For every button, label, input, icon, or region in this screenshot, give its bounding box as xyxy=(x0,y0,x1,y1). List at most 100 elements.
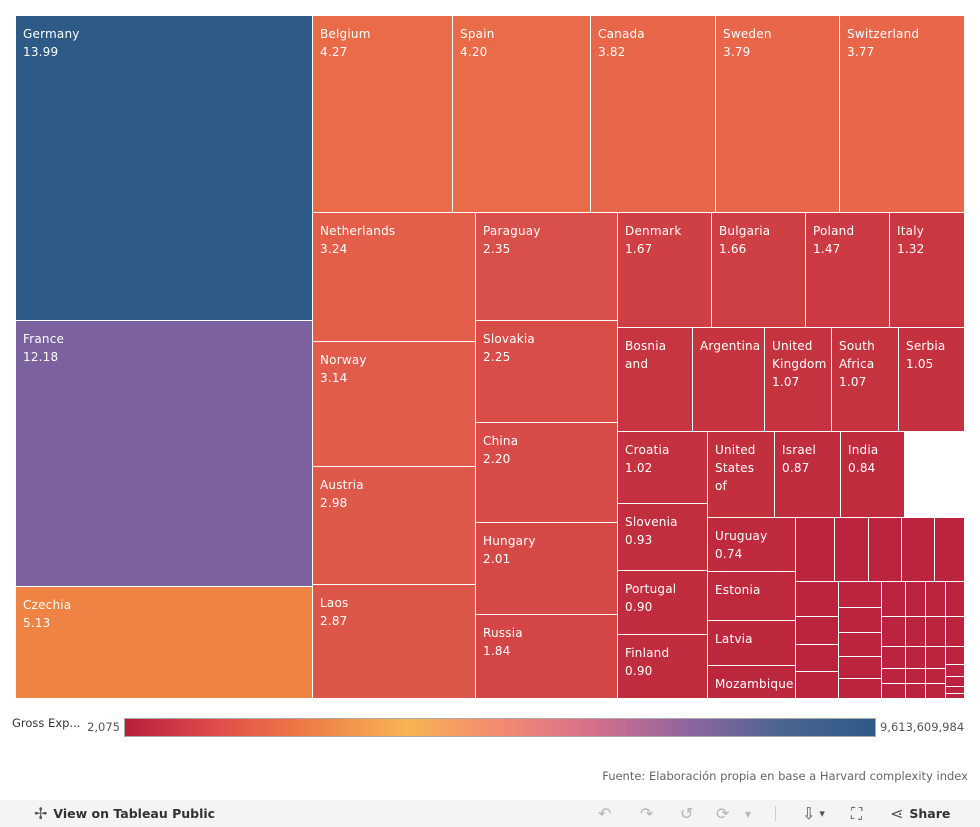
tile-small-country[interactable] xyxy=(946,617,965,647)
tile-argentina[interactable]: Argentina xyxy=(693,328,765,432)
tile-small-country[interactable] xyxy=(839,582,882,608)
tile-small-country[interactable] xyxy=(796,518,835,582)
tile-small-country[interactable] xyxy=(926,647,946,669)
tile-label: Russia 1.84 xyxy=(483,624,613,660)
tile-india[interactable]: India 0.84 xyxy=(841,432,905,518)
tile-small-country[interactable] xyxy=(906,617,926,647)
tile-slovenia[interactable]: Slovenia 0.93 xyxy=(618,504,708,571)
tile-spain[interactable]: Spain 4.20 xyxy=(453,16,591,213)
download-button[interactable]: ⇩ ▾ xyxy=(802,800,825,827)
tile-label: Czechia 5.13 xyxy=(23,596,308,632)
tile-name: Uruguay xyxy=(715,529,768,543)
tile-small-country[interactable] xyxy=(796,672,839,699)
tile-belgium[interactable]: Belgium 4.27 xyxy=(313,16,453,213)
tile-china[interactable]: China 2.20 xyxy=(476,423,618,523)
tile-united-states-of[interactable]: United States of xyxy=(708,432,775,518)
tile-small-country[interactable] xyxy=(882,684,906,699)
tile-germany[interactable]: Germany 13.99 xyxy=(16,16,313,321)
tile-name: China xyxy=(483,434,519,448)
tile-label: China 2.20 xyxy=(483,432,613,468)
tile-hungary[interactable]: Hungary 2.01 xyxy=(476,523,618,615)
tile-latvia[interactable]: Latvia xyxy=(708,621,796,666)
tile-small-country[interactable] xyxy=(882,669,906,684)
tile-netherlands[interactable]: Netherlands 3.24 xyxy=(313,213,476,342)
tile-austria[interactable]: Austria 2.98 xyxy=(313,467,476,585)
tile-small-country[interactable] xyxy=(946,694,965,699)
tile-serbia[interactable]: Serbia 1.05 xyxy=(899,328,965,432)
color-legend: Gross Exp... 2,075 9,613,609,984 xyxy=(0,712,980,744)
revert-button[interactable]: ↺ xyxy=(680,800,693,827)
tile-value: 2.98 xyxy=(320,496,348,510)
tile-small-country[interactable] xyxy=(946,647,965,665)
tile-italy[interactable]: Italy 1.32 xyxy=(890,213,965,328)
tile-small-country[interactable] xyxy=(835,518,869,582)
tile-label: Estonia xyxy=(715,581,791,599)
redo-button[interactable]: ↷ xyxy=(640,800,653,827)
tile-sweden[interactable]: Sweden 3.79 xyxy=(716,16,840,213)
tile-united-kingdom[interactable]: United Kingdom 1.07 xyxy=(765,328,832,432)
tile-small-country[interactable] xyxy=(946,687,965,694)
tile-label: Mozambique xyxy=(715,675,793,693)
tile-laos[interactable]: Laos 2.87 xyxy=(313,585,476,699)
tile-value: 2.87 xyxy=(320,614,348,628)
tile-russia[interactable]: Russia 1.84 xyxy=(476,615,618,699)
pause-dropdown[interactable]: ▾ xyxy=(745,800,751,827)
tile-small-country[interactable] xyxy=(882,582,906,617)
tile-small-country[interactable] xyxy=(882,617,906,647)
tile-bulgaria[interactable]: Bulgaria 1.66 xyxy=(712,213,806,328)
tile-small-country[interactable] xyxy=(946,582,965,617)
view-on-tableau-link[interactable]: ✢ View on Tableau Public xyxy=(34,800,215,827)
undo-button[interactable]: ↶ xyxy=(598,800,611,827)
tile-small-country[interactable] xyxy=(902,518,935,582)
tile-small-country[interactable] xyxy=(926,617,946,647)
tile-france[interactable]: France 12.18 xyxy=(16,321,313,587)
tile-small-country[interactable] xyxy=(926,684,946,699)
tile-small-country[interactable] xyxy=(906,669,926,684)
tile-croatia[interactable]: Croatia 1.02 xyxy=(618,432,708,504)
tile-norway[interactable]: Norway 3.14 xyxy=(313,342,476,467)
legend-max-label: 9,613,609,984 xyxy=(880,720,965,734)
tile-name: Austria xyxy=(320,478,364,492)
tile-small-country[interactable] xyxy=(839,657,882,679)
tile-paraguay[interactable]: Paraguay 2.35 xyxy=(476,213,618,321)
tile-small-country[interactable] xyxy=(839,608,882,633)
tile-uruguay[interactable]: Uruguay 0.74 xyxy=(708,518,796,572)
tile-small-country[interactable] xyxy=(906,684,926,699)
tile-slovakia[interactable]: Slovakia 2.25 xyxy=(476,321,618,423)
tile-label: France 12.18 xyxy=(23,330,308,366)
tile-mozambique[interactable]: Mozambique xyxy=(708,666,796,699)
tile-small-country[interactable] xyxy=(796,582,839,617)
tile-finland[interactable]: Finland 0.90 xyxy=(618,635,708,699)
tile-name: Estonia xyxy=(715,583,761,597)
tile-small-country[interactable] xyxy=(926,669,946,684)
tile-bosnia-and[interactable]: Bosnia and xyxy=(618,328,693,432)
tile-canada[interactable]: Canada 3.82 xyxy=(591,16,716,213)
legend-title[interactable]: Gross Exp... xyxy=(12,716,81,730)
tile-small-country[interactable] xyxy=(946,665,965,677)
tile-czechia[interactable]: Czechia 5.13 xyxy=(16,587,313,699)
tile-small-country[interactable] xyxy=(796,617,839,645)
share-button[interactable]: ⋖ Share xyxy=(890,800,950,827)
tile-small-country[interactable] xyxy=(869,518,902,582)
tile-small-country[interactable] xyxy=(839,633,882,657)
tile-estonia[interactable]: Estonia xyxy=(708,572,796,621)
tile-name: Paraguay xyxy=(483,224,541,238)
tile-small-country[interactable] xyxy=(926,582,946,617)
fullscreen-button[interactable]: ⛶ xyxy=(851,800,862,827)
tile-small-country[interactable] xyxy=(882,647,906,669)
tile-small-country[interactable] xyxy=(839,679,882,699)
refresh-button[interactable]: ⟳ xyxy=(716,800,729,827)
tile-label: Spain 4.20 xyxy=(460,25,586,61)
tile-israel[interactable]: Israel 0.87 xyxy=(775,432,841,518)
tile-poland[interactable]: Poland 1.47 xyxy=(806,213,890,328)
tile-small-country[interactable] xyxy=(906,647,926,669)
tile-switzerland[interactable]: Switzerland 3.77 xyxy=(840,16,965,213)
tile-small-country[interactable] xyxy=(906,582,926,617)
tile-south-africa[interactable]: South Africa 1.07 xyxy=(832,328,899,432)
tile-portugal[interactable]: Portugal 0.90 xyxy=(618,571,708,635)
tile-small-country[interactable] xyxy=(935,518,965,582)
tile-denmark[interactable]: Denmark 1.67 xyxy=(618,213,712,328)
tile-small-country[interactable] xyxy=(946,677,965,687)
tile-small-country[interactable] xyxy=(796,645,839,672)
tile-label: Laos 2.87 xyxy=(320,594,471,630)
